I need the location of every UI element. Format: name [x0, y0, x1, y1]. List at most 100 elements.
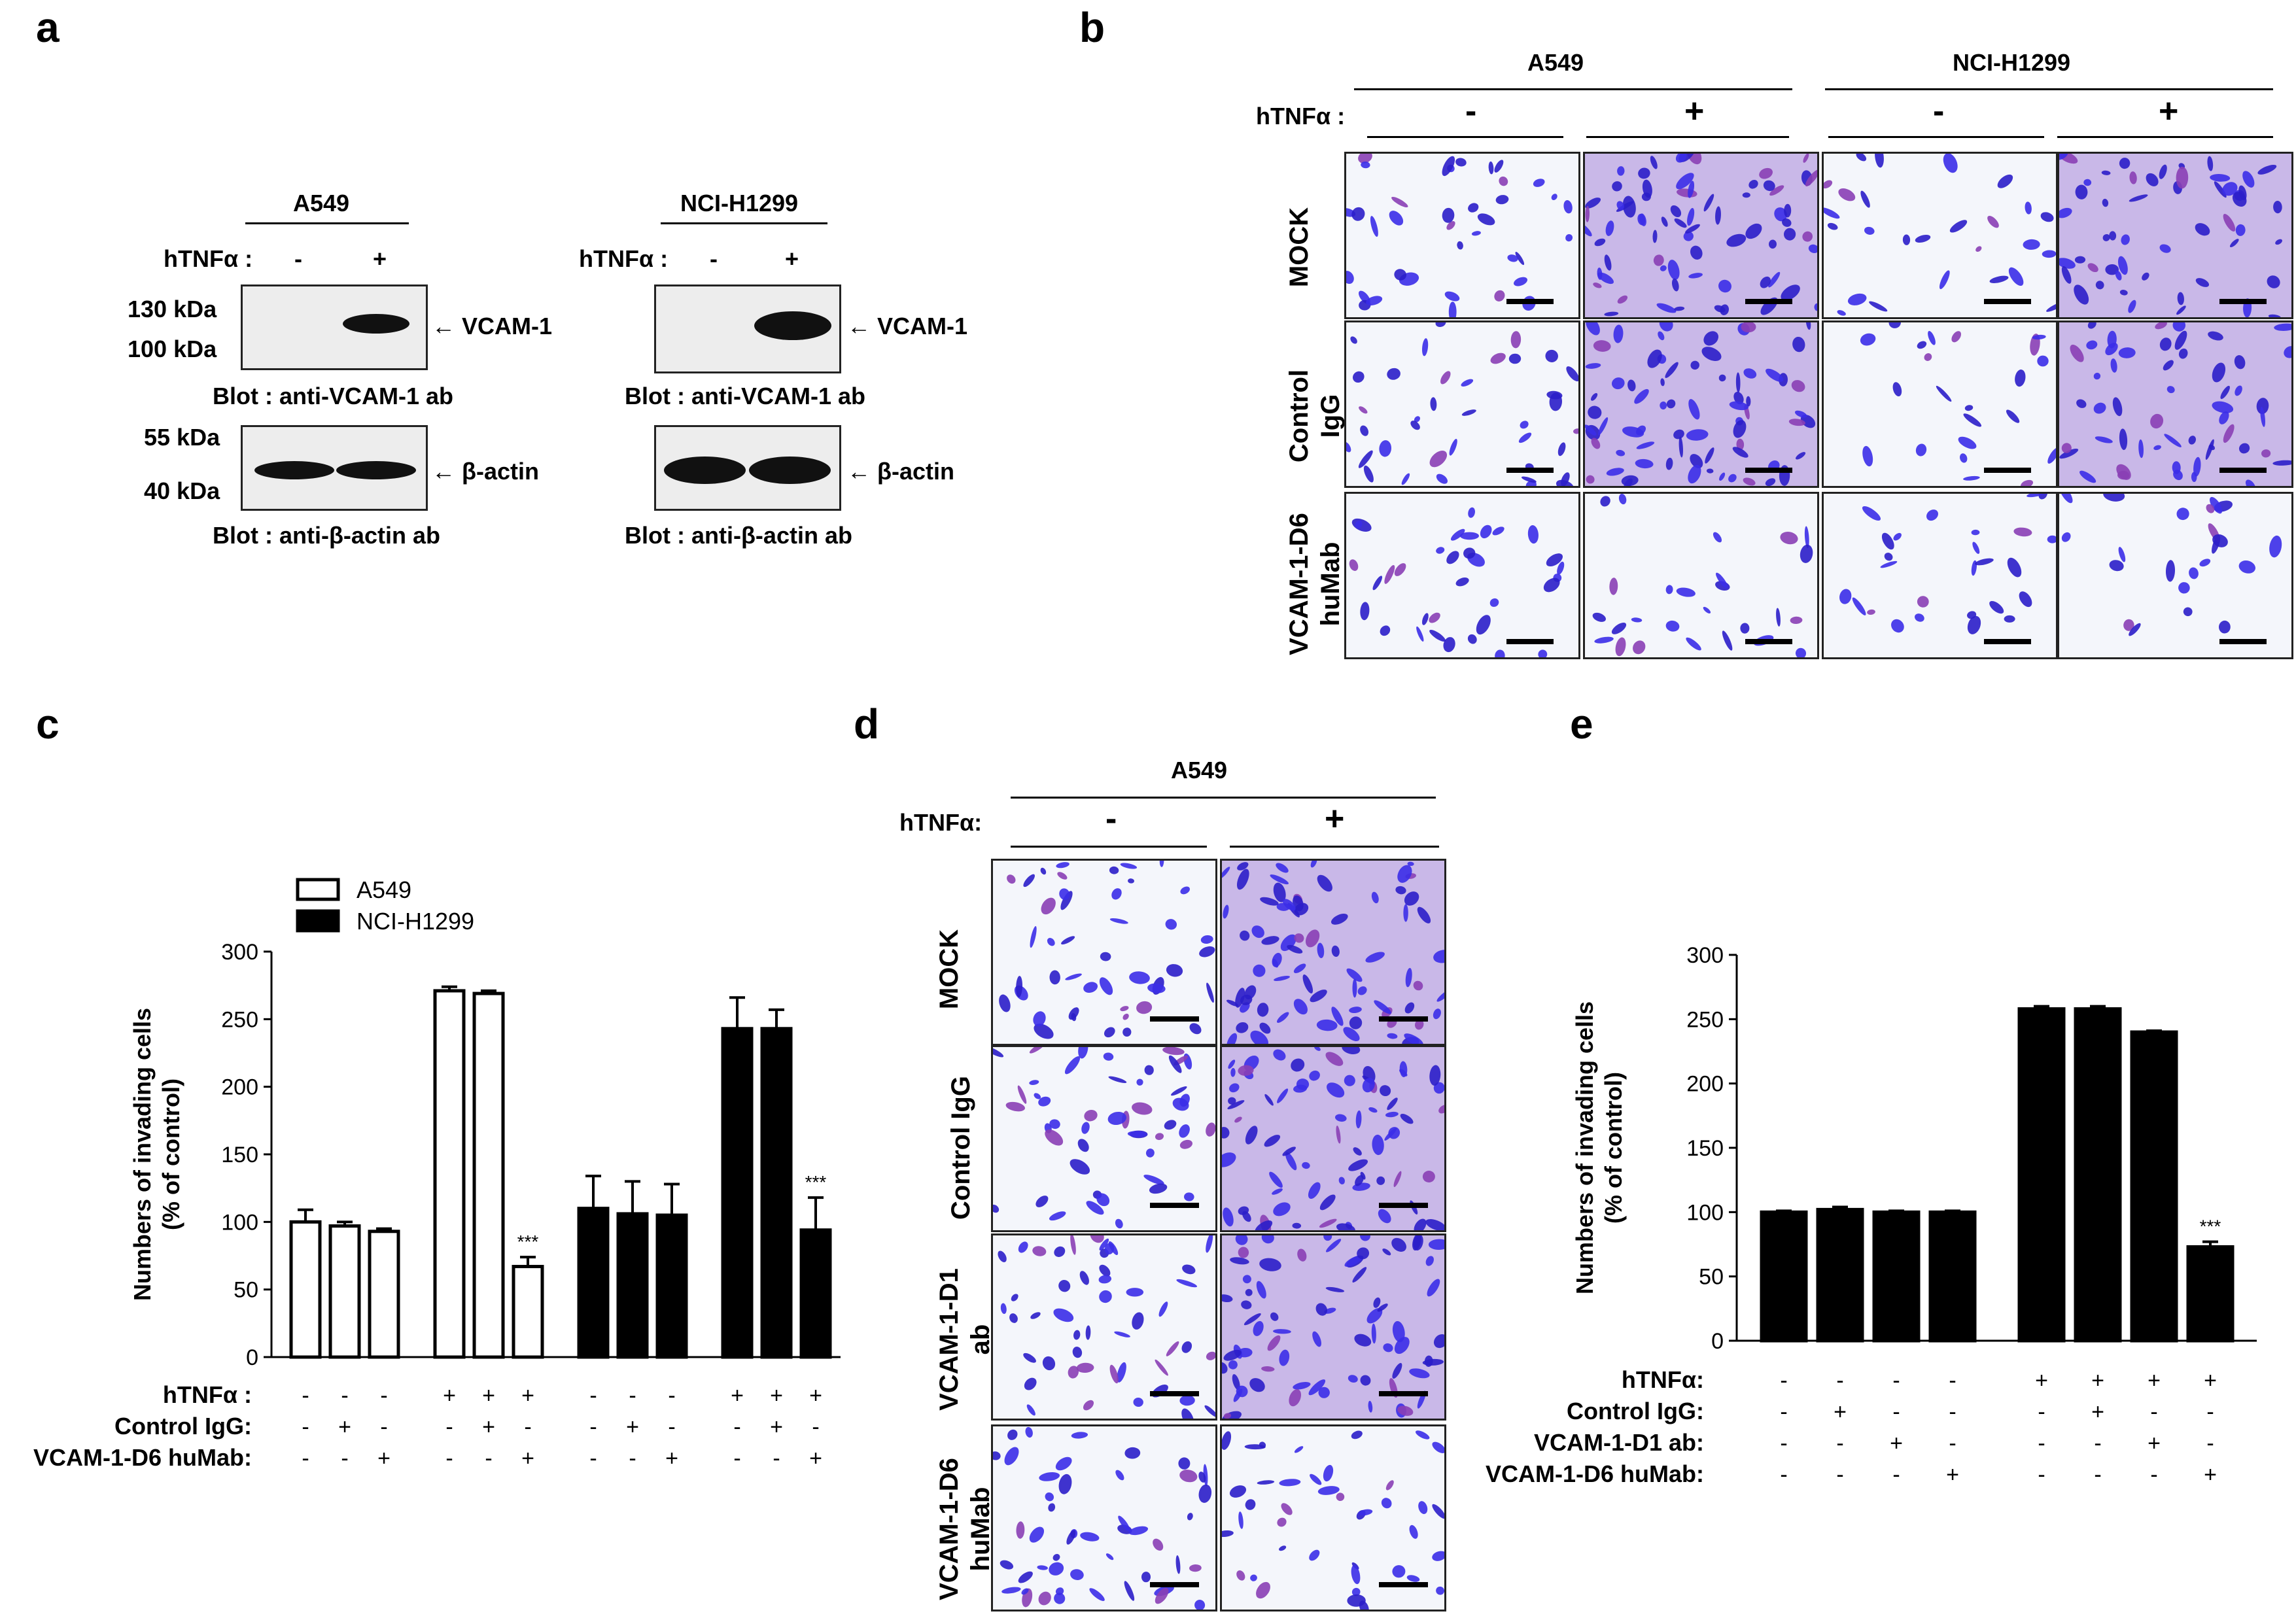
- condition-sign: -: [1949, 1400, 1956, 1424]
- condition-sign: -: [2206, 1431, 2214, 1456]
- panel-b-sign-2: +: [1684, 92, 1705, 130]
- y-axis-label: (% of control): [158, 1078, 184, 1230]
- y-tick-label: 150: [1686, 1136, 1724, 1161]
- condition-sign: -: [2094, 1431, 2101, 1456]
- blot-h1299-vcam-caption: Blot : anti-VCAM-1 ab: [625, 383, 865, 409]
- scale-bar: [1379, 1016, 1428, 1022]
- y-tick-label: 300: [1686, 943, 1724, 968]
- micrograph-b-r3-c2: [1583, 492, 1819, 659]
- blot-a549-vcam: [241, 284, 428, 370]
- band-actin-h1299-pos: [749, 457, 831, 484]
- condition-sign: +: [443, 1383, 456, 1408]
- chart-c: 0 50 100 150 200 250 300 Numbers of invading ce…: [33, 876, 841, 1471]
- condition-sign: -: [2150, 1462, 2157, 1487]
- micrograph-b-r1-c1: [1344, 152, 1580, 319]
- condition-sign: -: [629, 1383, 636, 1408]
- micrograph-d-r1-c2: [1220, 859, 1446, 1046]
- condition-sign: -: [589, 1415, 597, 1439]
- bar: [328, 1224, 361, 1359]
- condition-sign: -: [485, 1446, 492, 1471]
- condition-row-label: VCAM-1-D1 ab:: [1534, 1429, 1704, 1456]
- condition-sign: -: [1780, 1368, 1787, 1393]
- blot-a549-vcam-caption: Blot : anti-VCAM-1 ab: [213, 383, 453, 409]
- condition-sign: -: [445, 1415, 453, 1439]
- panel-d-sign-rule-1: [1011, 846, 1207, 848]
- condition-sign: -: [812, 1415, 819, 1439]
- panel-d-a549-header: A549: [1171, 757, 1228, 784]
- band-label-actin: β-actin: [462, 458, 539, 485]
- bar: [799, 1228, 832, 1359]
- blot-a549-actin-caption: Blot : anti-β-actin ab: [213, 522, 440, 549]
- condition-sign: -: [773, 1446, 780, 1471]
- y-axis-label: Numbers of invading cells: [129, 1008, 156, 1301]
- condition-row-label: VCAM-1-D6 huMab:: [33, 1444, 252, 1471]
- condition-sign: -: [380, 1383, 387, 1408]
- bar: [472, 991, 505, 1359]
- micrograph-b-r2-c2: [1583, 320, 1819, 488]
- panel-b-treatment-label: hTNFα :: [1256, 103, 1346, 129]
- bar: [2017, 1007, 2066, 1343]
- condition-sign: +: [521, 1383, 534, 1408]
- micrograph-b-r3-c3: [1822, 492, 2058, 659]
- blot-a549-treatment-label: hTNFα :: [164, 245, 253, 272]
- condition-sign: +: [2148, 1368, 2161, 1393]
- y-tick-label: 50: [234, 1278, 258, 1303]
- panel-b-sign-rule-1: [1367, 136, 1563, 138]
- condition-sign: +: [2091, 1400, 2104, 1424]
- micrograph-b-r1-c2: [1583, 152, 1819, 319]
- micrograph-d-r4-c2: [1220, 1424, 1446, 1611]
- band-label-actin-2: β-actin: [877, 458, 954, 485]
- panel-e-label: e: [1570, 700, 1593, 748]
- micrograph-d-r3-c2: [1220, 1233, 1446, 1421]
- blot-a549-title: A549: [293, 190, 350, 216]
- micrograph-b-r1-c4: [2057, 152, 2293, 319]
- condition-sign: +: [377, 1446, 391, 1471]
- bar: [368, 1230, 400, 1359]
- micrograph-b-r2-c4: [2057, 320, 2293, 488]
- scale-bar: [1745, 468, 1792, 473]
- condition-sign: +: [1834, 1400, 1847, 1424]
- y-tick-label: 250: [221, 1007, 258, 1032]
- panel-d-a549-rule: [1011, 797, 1436, 799]
- condition-sign: +: [338, 1415, 351, 1439]
- blot-h1299-actin-caption: Blot : anti-β-actin ab: [625, 522, 852, 549]
- bar: [2130, 1030, 2178, 1343]
- condition-sign: +: [731, 1383, 744, 1408]
- scale-bar: [1150, 1391, 1199, 1396]
- condition-sign: -: [524, 1415, 531, 1439]
- condition-sign: +: [521, 1446, 534, 1471]
- condition-sign: -: [589, 1383, 597, 1408]
- scale-bar: [2219, 468, 2267, 473]
- significance-label: ***: [517, 1232, 539, 1252]
- scale-bar: [1745, 639, 1792, 644]
- condition-sign: -: [2094, 1462, 2101, 1487]
- mw-40: 40 kDa: [144, 477, 220, 504]
- blot-a549-actin: [241, 425, 428, 511]
- condition-sign: +: [2035, 1368, 2048, 1393]
- bar: [655, 1213, 688, 1359]
- condition-sign: -: [302, 1415, 309, 1439]
- scale-bar: [1379, 1203, 1428, 1208]
- condition-sign: -: [1949, 1431, 1956, 1456]
- bar: [1872, 1210, 1921, 1343]
- panel-b-h1299-rule: [1825, 88, 2273, 90]
- blot-a549-title-rule: [245, 222, 409, 224]
- band-actin-a549-neg: [254, 461, 334, 479]
- condition-row-label: VCAM-1-D6 huMab:: [1486, 1460, 1704, 1487]
- condition-sign: -: [733, 1415, 740, 1439]
- significance-label: ***: [805, 1172, 827, 1192]
- condition-sign: -: [302, 1383, 309, 1408]
- condition-sign: +: [809, 1383, 822, 1408]
- blot-h1299-actin-arrow: ← β-actin: [847, 458, 954, 485]
- condition-row-label: hTNFα :: [163, 1381, 252, 1408]
- condition-sign: +: [2204, 1462, 2217, 1487]
- panel-b-a549-header: A549: [1527, 49, 1584, 76]
- condition-sign: +: [1890, 1431, 1903, 1456]
- bar: [760, 1027, 793, 1359]
- condition-sign: -: [2038, 1462, 2045, 1487]
- bar: [433, 989, 466, 1359]
- blot-a549-neg: -: [294, 245, 302, 272]
- y-tick-label: 200: [1686, 1072, 1724, 1097]
- condition-sign: +: [665, 1446, 678, 1471]
- scale-bar: [1150, 1016, 1199, 1022]
